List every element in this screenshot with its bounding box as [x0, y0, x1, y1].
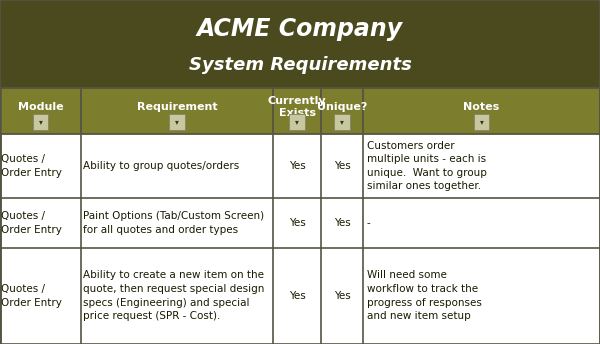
- Text: ACME Company: ACME Company: [197, 17, 403, 41]
- Text: Yes: Yes: [334, 161, 350, 171]
- Text: Will need some
workflow to track the
progress of responses
and new item setup: Will need some workflow to track the pro…: [367, 270, 481, 321]
- FancyBboxPatch shape: [169, 114, 185, 130]
- Text: Yes: Yes: [289, 161, 305, 171]
- Text: Notes: Notes: [463, 102, 500, 112]
- FancyBboxPatch shape: [474, 114, 490, 130]
- Text: Paint Options (Tab/Custom Screen)
for all quotes and order types: Paint Options (Tab/Custom Screen) for al…: [83, 211, 265, 235]
- Text: Yes: Yes: [289, 218, 305, 228]
- Text: Yes: Yes: [334, 218, 350, 228]
- Text: Yes: Yes: [334, 291, 350, 301]
- Bar: [0, 88, 600, 134]
- Text: Unique?: Unique?: [317, 102, 367, 112]
- Bar: [0, 248, 600, 344]
- FancyBboxPatch shape: [289, 114, 305, 130]
- Bar: [0, 134, 600, 198]
- Text: Quotes /
Order Entry: Quotes / Order Entry: [1, 154, 62, 178]
- Text: -: -: [367, 218, 370, 228]
- Text: ▾: ▾: [175, 117, 179, 127]
- Text: ▾: ▾: [38, 117, 43, 127]
- Text: Module: Module: [17, 102, 64, 112]
- Text: Ability to group quotes/orders: Ability to group quotes/orders: [83, 161, 239, 171]
- Text: Currently
Exists: Currently Exists: [268, 96, 326, 118]
- Text: System Requirements: System Requirements: [188, 56, 412, 74]
- Text: Quotes /
Order Entry: Quotes / Order Entry: [1, 284, 62, 308]
- FancyBboxPatch shape: [334, 114, 350, 130]
- Text: ▾: ▾: [295, 117, 299, 127]
- Text: Yes: Yes: [289, 291, 305, 301]
- Bar: [0, 198, 600, 248]
- FancyBboxPatch shape: [33, 114, 49, 130]
- Text: ▾: ▾: [479, 117, 484, 127]
- Bar: [0, 0, 600, 88]
- Text: Requirement: Requirement: [137, 102, 217, 112]
- Text: Quotes /
Order Entry: Quotes / Order Entry: [1, 211, 62, 235]
- Text: Customers order
multiple units - each is
unique.  Want to group
similar ones tog: Customers order multiple units - each is…: [367, 141, 487, 191]
- Text: Ability to create a new item on the
quote, then request special design
specs (En: Ability to create a new item on the quot…: [83, 270, 265, 321]
- Text: ▾: ▾: [340, 117, 344, 127]
